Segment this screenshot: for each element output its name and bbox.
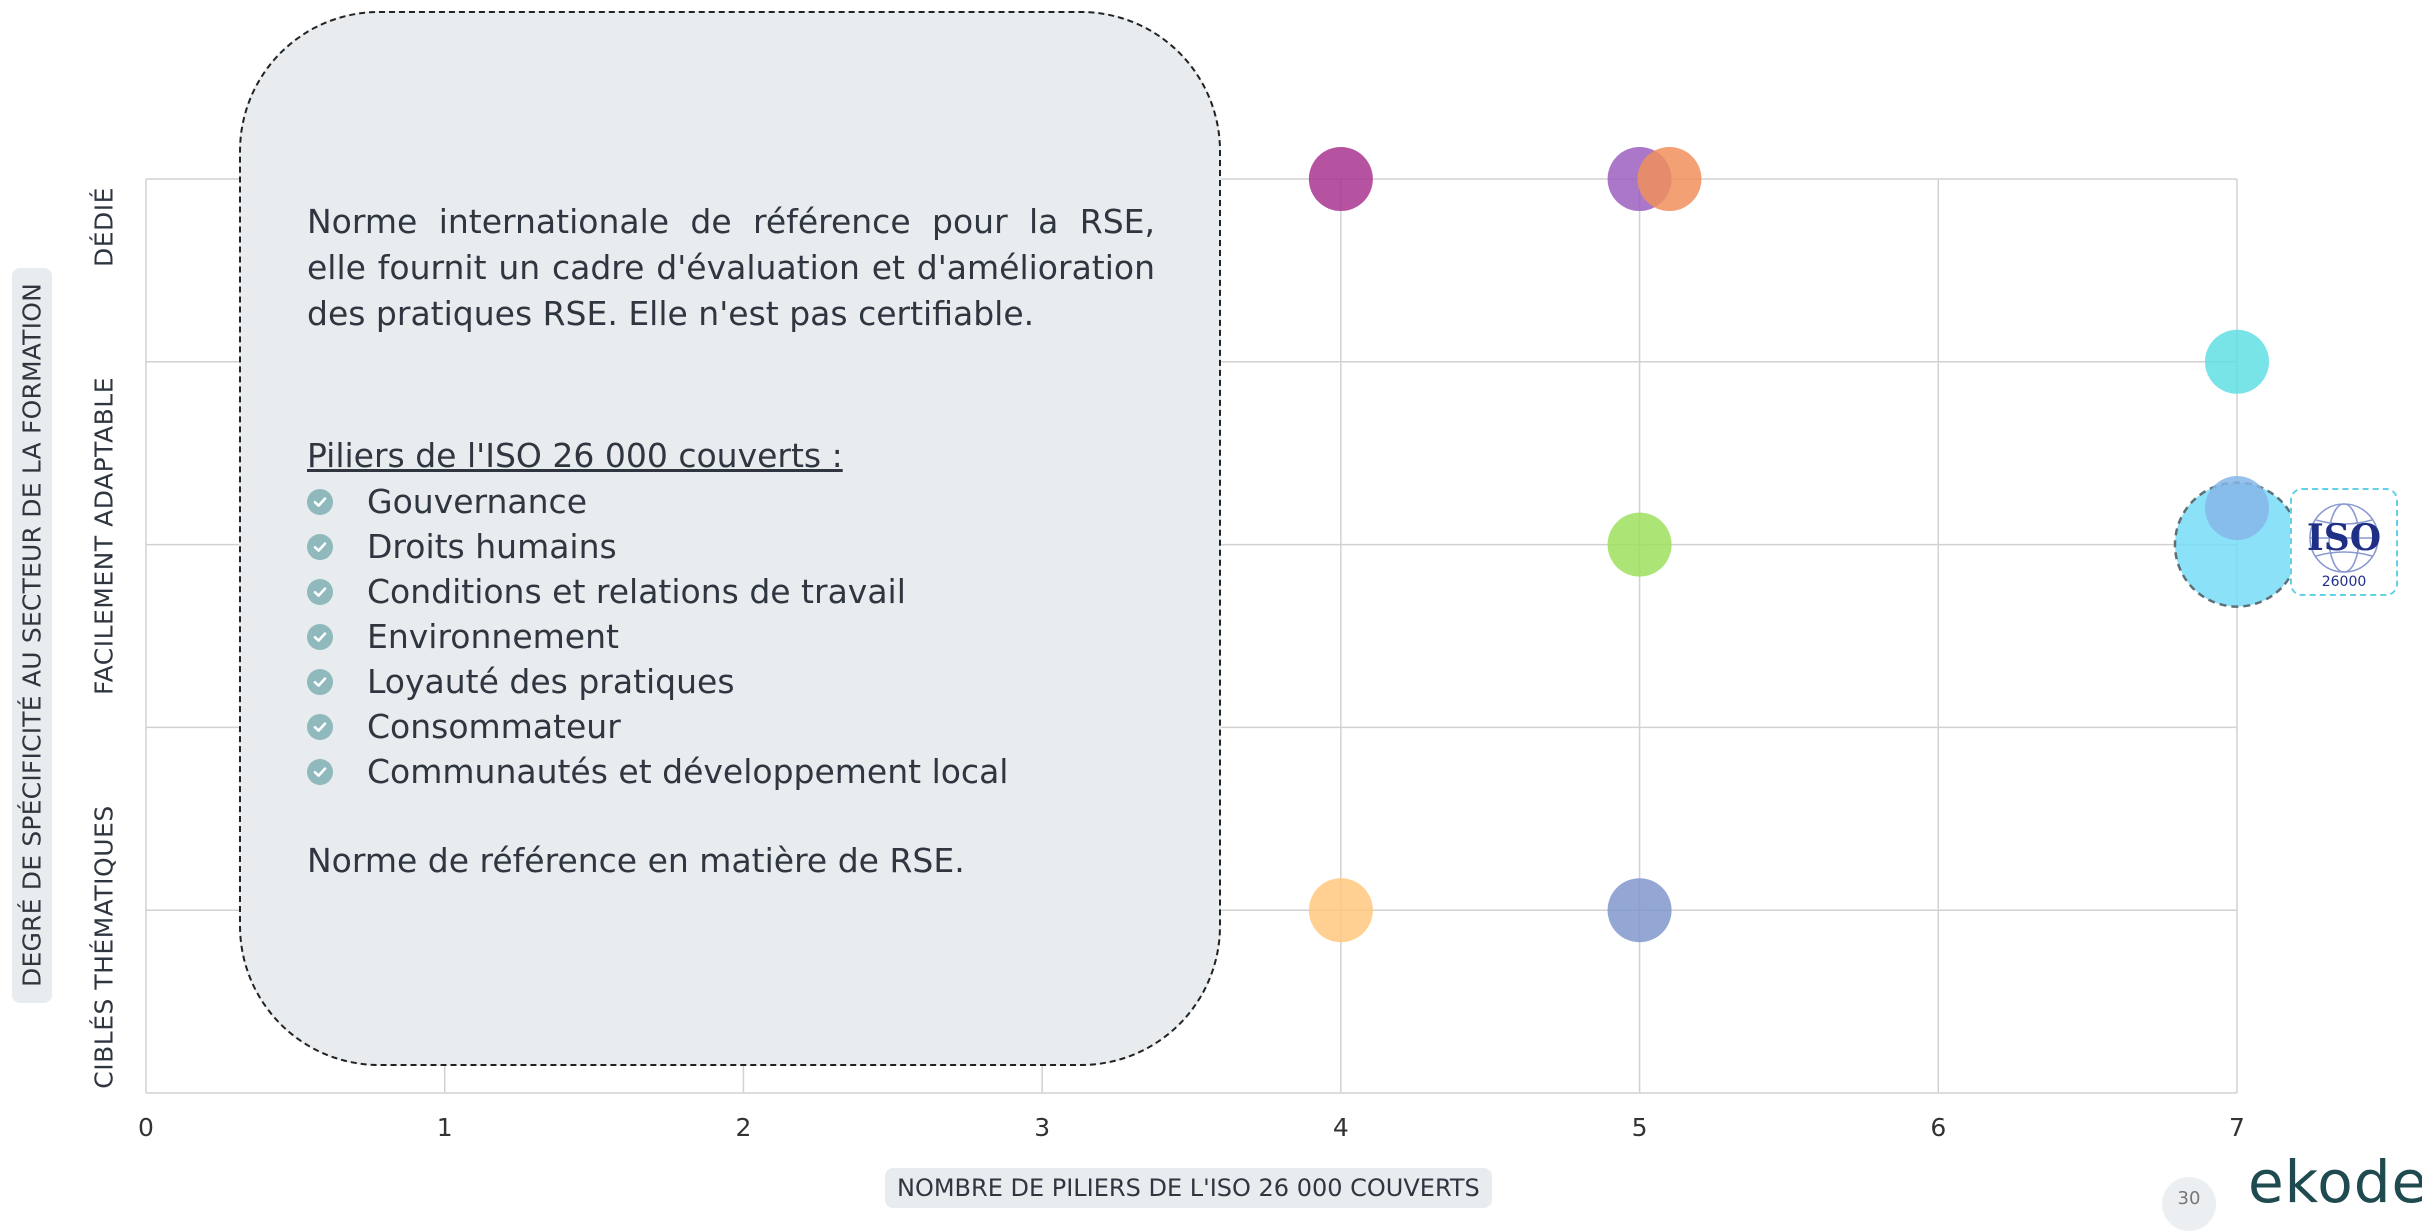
list-item: Loyauté des pratiques — [307, 659, 1155, 704]
pillars-title: Piliers de l'ISO 26 000 couverts : — [307, 436, 843, 475]
x-tick-label: 6 — [1930, 1113, 1946, 1142]
page-number: 30 — [2162, 1177, 2216, 1231]
iso-logo-text: ISO — [2307, 517, 2381, 559]
y-axis-title: DEGRÉ DE SPÉCIFICITÉ AU SECTEUR DE LA FO… — [17, 283, 47, 987]
iso-logo-number: 26000 — [2322, 574, 2367, 590]
x-tick-labels: 0 1 2 3 4 5 6 7 — [138, 1113, 2245, 1142]
pillar-label: Droits humains — [367, 526, 617, 566]
y-category-cibles-thematiques: CIBLÉS THÉMATIQUES — [89, 805, 119, 1089]
check-circle-icon — [307, 623, 333, 650]
data-point[interactable] — [2205, 329, 2269, 394]
check-circle-icon — [307, 713, 333, 740]
pillars-list: Gouvernance Droits humains Conditions et… — [307, 479, 1155, 794]
globe-icon — [2309, 503, 2379, 573]
x-tick-label: 5 — [1632, 1113, 1648, 1142]
x-tick-label: 7 — [2229, 1113, 2245, 1142]
brand-logo: ekodev — [2248, 1148, 2422, 1216]
data-point[interactable] — [1607, 878, 1672, 943]
data-point[interactable] — [2205, 476, 2269, 541]
check-circle-icon — [307, 668, 333, 695]
pillar-label: Environnement — [367, 616, 619, 656]
data-point[interactable] — [1308, 878, 1373, 943]
x-tick-label: 0 — [138, 1113, 154, 1142]
list-item: Environnement — [307, 614, 1155, 659]
check-circle-icon — [307, 488, 333, 515]
check-circle-icon — [307, 533, 333, 560]
y-category-facilement-adaptable: FACILEMENT ADAPTABLE — [89, 377, 119, 695]
x-axis-title: NOMBRE DE PILIERS DE L'ISO 26 000 COUVER… — [885, 1168, 1492, 1208]
y-axis-title-background — [12, 268, 52, 1003]
check-circle-icon — [307, 578, 333, 605]
info-footer-note: Norme de référence en matière de RSE. — [307, 841, 965, 880]
list-item: Communautés et développement local — [307, 749, 1155, 794]
list-item: Conditions et relations de travail — [307, 569, 1155, 614]
list-item: Gouvernance — [307, 479, 1155, 524]
list-item: Droits humains — [307, 524, 1155, 569]
data-point[interactable] — [1637, 147, 1702, 211]
info-card: Norme internationale de référence pour l… — [239, 11, 1221, 1066]
info-description: Norme internationale de référence pour l… — [307, 202, 1155, 333]
pillar-label: Conditions et relations de travail — [367, 571, 906, 611]
data-point[interactable] — [1607, 512, 1672, 577]
x-tick-label: 3 — [1034, 1113, 1050, 1142]
pillar-label: Consommateur — [367, 706, 621, 746]
pillar-label: Communautés et développement local — [367, 751, 1009, 791]
pillar-label: Gouvernance — [367, 481, 587, 521]
list-item: Consommateur — [307, 704, 1155, 749]
check-circle-icon — [307, 758, 333, 785]
x-tick-label: 4 — [1333, 1113, 1349, 1142]
pillar-label: Loyauté des pratiques — [367, 661, 735, 701]
x-tick-label: 2 — [735, 1113, 751, 1142]
x-tick-label: 1 — [437, 1113, 453, 1142]
data-point[interactable] — [1308, 147, 1373, 211]
y-category-dedie: DÉDIÉ — [89, 187, 119, 267]
iso-26000-logo[interactable]: ISO 26000 — [2290, 488, 2398, 596]
